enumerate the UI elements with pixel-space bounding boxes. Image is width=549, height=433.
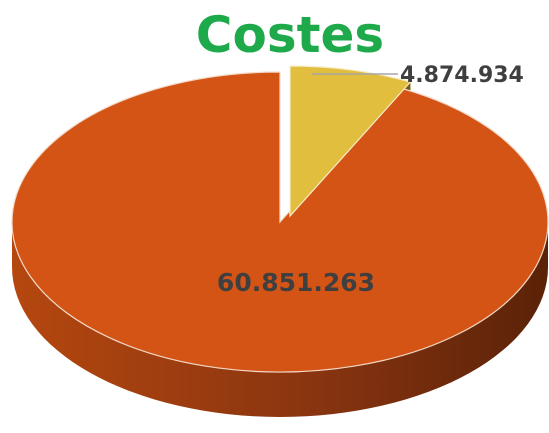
slice-side-wall	[12, 222, 548, 417]
pie-slice-large	[11, 71, 549, 373]
pie-labels-layer: 60.851.263 4.874.934	[217, 63, 524, 297]
pie-top-layer	[11, 65, 549, 373]
chart-title: Costes	[196, 6, 384, 64]
slice-label-small: 4.874.934	[400, 63, 524, 88]
slice-label-large: 60.851.263	[217, 268, 375, 297]
pie-slice-small	[289, 65, 412, 218]
